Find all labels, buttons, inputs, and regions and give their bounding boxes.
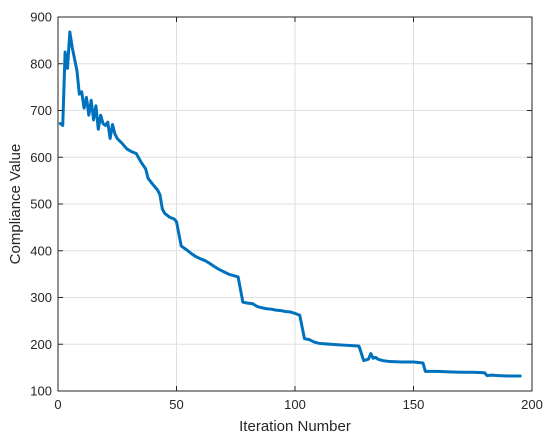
y-tick-label: 400 (30, 243, 52, 258)
series-layer (58, 30, 522, 378)
x-tick-label: 50 (169, 397, 183, 412)
y-tick-label: 900 (30, 10, 52, 25)
y-tick-label: 700 (30, 103, 52, 118)
y-tick-label: 200 (30, 337, 52, 352)
tick-labels: 0 50 100 150 200 100 200 300 400 500 600 700 800 900 (30, 10, 543, 413)
series-line (58, 30, 522, 378)
x-tick-label: 0 (54, 397, 61, 412)
y-tick-label: 100 (30, 384, 52, 399)
y-tick-label: 300 (30, 290, 52, 305)
y-tick-label: 800 (30, 56, 52, 71)
x-tick-label: 100 (284, 397, 306, 412)
y-tick-label: 500 (30, 197, 52, 212)
ticks (57, 16, 533, 392)
x-tick-label: 200 (521, 397, 543, 412)
x-tick-label: 150 (403, 397, 425, 412)
y-tick-label: 600 (30, 150, 52, 165)
x-axis-label: Iteration Number (239, 418, 351, 435)
y-axis-label: Compliance Value (7, 144, 24, 265)
